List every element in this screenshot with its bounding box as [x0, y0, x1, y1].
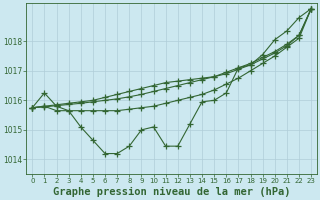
- X-axis label: Graphe pression niveau de la mer (hPa): Graphe pression niveau de la mer (hPa): [53, 187, 291, 197]
